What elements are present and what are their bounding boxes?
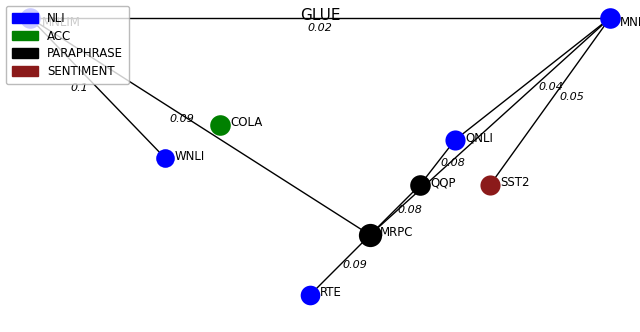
Point: [485, 182, 495, 188]
Text: 0.08: 0.08: [440, 157, 465, 168]
Legend: NLI, ACC, PARAPHRASE, SENTIMENT: NLI, ACC, PARAPHRASE, SENTIMENT: [6, 6, 129, 84]
Text: 0.05: 0.05: [559, 92, 584, 102]
Text: 0.04: 0.04: [538, 82, 563, 92]
Point: [415, 182, 425, 188]
Point: [450, 137, 460, 143]
Text: 0.09: 0.09: [342, 260, 367, 270]
Point: [215, 123, 225, 128]
Text: COLA: COLA: [230, 117, 262, 129]
Point: [305, 292, 315, 298]
Text: SST2: SST2: [500, 177, 529, 190]
Point: [160, 155, 170, 161]
Text: MNLIMM: MNLIMM: [620, 17, 640, 30]
Text: RTE: RTE: [320, 287, 342, 299]
Text: 0.08: 0.08: [397, 205, 422, 215]
Text: 0.09: 0.09: [170, 114, 195, 124]
Text: QQP: QQP: [430, 177, 456, 190]
Point: [25, 15, 35, 21]
Text: 0.02: 0.02: [308, 23, 332, 33]
Text: MNLIM: MNLIM: [42, 17, 81, 30]
Text: QNLI: QNLI: [465, 131, 493, 144]
Text: MRPC: MRPC: [380, 226, 413, 239]
Point: [365, 232, 375, 238]
Text: WNLI: WNLI: [175, 149, 205, 162]
Text: GLUE: GLUE: [300, 8, 340, 23]
Point: [605, 15, 615, 21]
Text: 0.1: 0.1: [70, 83, 88, 93]
